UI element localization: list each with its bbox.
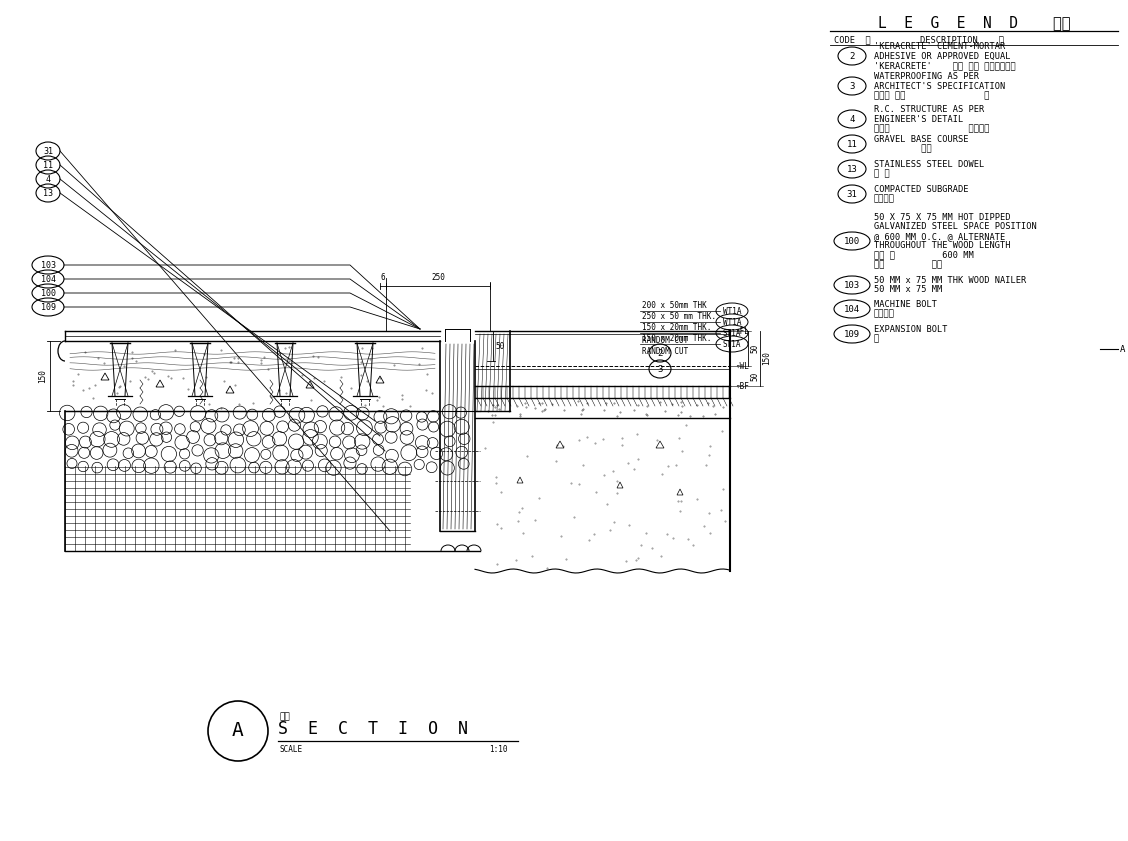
Text: 103: 103: [844, 281, 860, 289]
Text: R.C. STRUCTURE AS PER: R.C. STRUCTURE AS PER: [874, 105, 985, 114]
Text: 防水料 規格               之: 防水料 規格 之: [874, 91, 989, 100]
Text: GALVANIZED STEEL SPACE POSITION: GALVANIZED STEEL SPACE POSITION: [874, 222, 1037, 231]
Text: 150 x 20mm THK.: 150 x 20mm THK.: [642, 334, 712, 343]
Text: GRAVEL BASE COURSE: GRAVEL BASE COURSE: [874, 135, 969, 144]
Text: WATERPROOFING AS PER: WATERPROOFING AS PER: [874, 72, 979, 81]
Text: MACHINE BOLT: MACHINE BOLT: [874, 299, 937, 309]
Text: 3: 3: [849, 82, 855, 91]
Text: 混凝土               結構工程: 混凝土 結構工程: [874, 124, 989, 133]
Text: A: A: [1120, 345, 1126, 353]
Text: 31: 31: [847, 189, 857, 198]
Text: RANDOM CUT: RANDOM CUT: [642, 336, 688, 345]
Text: 4: 4: [849, 114, 855, 124]
Text: 150: 150: [38, 369, 47, 383]
Text: ADHESIVE OR APPROVED EQUAL: ADHESIVE OR APPROVED EQUAL: [874, 51, 1011, 61]
Text: CODE  名: CODE 名: [834, 35, 871, 44]
Text: 直 鶼: 直 鶼: [874, 169, 890, 178]
Text: 2: 2: [849, 51, 855, 61]
Text: THROUGHOUT THE WOOD LENGTH: THROUGHOUT THE WOOD LENGTH: [874, 241, 1011, 251]
Text: COMPACTED SUBGRADE: COMPACTED SUBGRADE: [874, 185, 969, 193]
Text: 103: 103: [41, 261, 55, 269]
Text: 'KERACRETE'    水泥 灰浆 成同等之點料: 'KERACRETE' 水泥 灰浆 成同等之點料: [874, 61, 1015, 70]
Text: 磨石: 磨石: [874, 145, 932, 153]
Text: A: A: [232, 722, 244, 740]
Text: 100: 100: [41, 288, 55, 298]
Text: 成次         間距: 成次 間距: [874, 260, 942, 269]
Text: 50: 50: [495, 341, 504, 351]
Text: 13: 13: [43, 188, 53, 198]
Text: 150 x 20mm THK.: 150 x 20mm THK.: [642, 323, 712, 332]
Text: 50: 50: [750, 372, 759, 381]
Text: ▿BF: ▿BF: [735, 382, 749, 390]
Text: 200 x 50mm THK: 200 x 50mm THK: [642, 301, 707, 310]
Text: 31: 31: [43, 146, 53, 156]
Text: SCALE: SCALE: [280, 745, 303, 754]
Text: 50 X 75 X 75 MM HOT DIPPED: 50 X 75 X 75 MM HOT DIPPED: [874, 213, 1011, 222]
Text: RANDOM CUT: RANDOM CUT: [642, 347, 688, 356]
Text: 'KERACRETE' CEMENT-MORTAR: 'KERACRETE' CEMENT-MORTAR: [874, 42, 1005, 51]
Text: ARCHITECT'S SPECIFICATION: ARCHITECT'S SPECIFICATION: [874, 82, 1005, 91]
Text: DESCRIPTION    明: DESCRIPTION 明: [920, 35, 1004, 44]
Text: 50 MM x 75 MM: 50 MM x 75 MM: [874, 285, 942, 294]
Text: 50 MM x 75 MM THK WOOD NAILER: 50 MM x 75 MM THK WOOD NAILER: [874, 276, 1026, 285]
Text: WT1A: WT1A: [723, 306, 741, 315]
Text: ▿WL: ▿WL: [735, 362, 749, 371]
Text: 3: 3: [658, 364, 662, 373]
Text: WT1A: WT1A: [723, 318, 741, 326]
Text: ENGINEER'S DETAIL: ENGINEER'S DETAIL: [874, 114, 963, 124]
Text: 密實地基: 密實地基: [874, 194, 895, 204]
Text: ▿FL: ▿FL: [735, 326, 749, 336]
Text: 4: 4: [45, 174, 51, 183]
Text: 角: 角: [874, 334, 879, 343]
Text: 平頭螺絲: 平頭螺絲: [874, 309, 895, 318]
Text: 109: 109: [844, 330, 860, 338]
Text: 50: 50: [750, 344, 759, 353]
Text: 100: 100: [844, 236, 860, 246]
Text: EXPANSION BOLT: EXPANSION BOLT: [874, 325, 948, 334]
Text: S  E  C  T  I  O  N: S E C T I O N: [277, 720, 468, 738]
Text: 104: 104: [844, 304, 860, 314]
Text: L  E  G  E  N  D    列表: L E G E N D 列表: [878, 15, 1070, 30]
Text: 1:10: 1:10: [490, 745, 508, 754]
Text: ST1A: ST1A: [723, 340, 741, 348]
Text: 2: 2: [658, 348, 662, 357]
Text: 250 x 50 mm THK.: 250 x 50 mm THK.: [642, 312, 716, 321]
Text: STAINLESS STEEL DOWEL: STAINLESS STEEL DOWEL: [874, 160, 985, 169]
Text: 6: 6: [380, 273, 386, 282]
Text: 成次 钓         600 MM: 成次 钓 600 MM: [874, 251, 973, 260]
Text: ST1A: ST1A: [723, 329, 741, 337]
Text: 104: 104: [41, 274, 55, 283]
Text: 13: 13: [847, 165, 857, 173]
Text: 11: 11: [847, 140, 857, 149]
Text: @ 600 MM O.C. @ ALTERNATE: @ 600 MM O.C. @ ALTERNATE: [874, 232, 1005, 241]
Text: 11: 11: [43, 161, 53, 170]
Text: 150: 150: [763, 352, 772, 366]
Text: 250: 250: [431, 273, 444, 282]
Text: 109: 109: [41, 303, 55, 311]
Text: 断面: 断面: [280, 712, 291, 722]
